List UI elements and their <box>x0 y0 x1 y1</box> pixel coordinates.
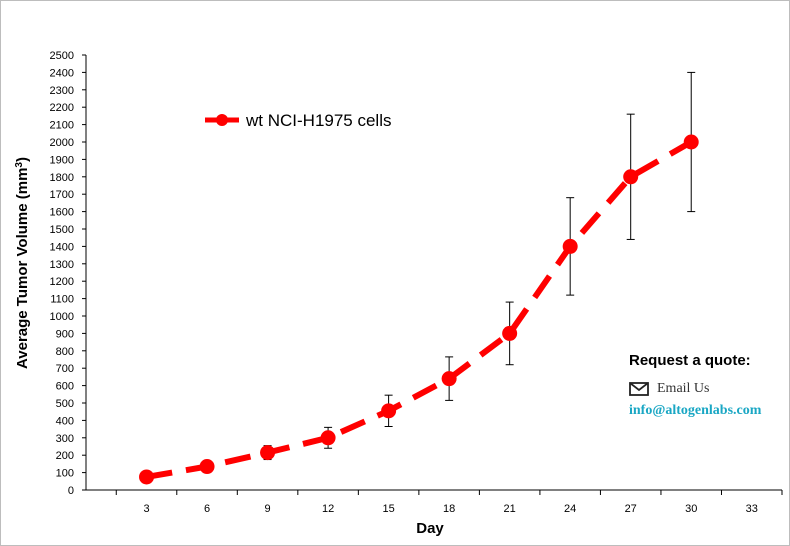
legend: wt NCI-H1975 cells <box>205 111 392 130</box>
x-tick-label: 15 <box>382 503 394 515</box>
y-tick-label: 600 <box>56 381 74 393</box>
y-tick-label: 0 <box>68 485 74 497</box>
x-tick-label: 21 <box>504 503 516 515</box>
y-tick-label: 1100 <box>50 294 74 306</box>
y-tick-label: 2500 <box>50 50 74 62</box>
y-tick-label: 2000 <box>50 137 74 149</box>
y-tick-label: 800 <box>56 346 74 358</box>
data-point <box>441 371 457 387</box>
y-tick-label: 2300 <box>50 85 74 97</box>
y-axis-title-superscript: 3 <box>14 162 25 168</box>
y-tick-label: 2200 <box>50 102 74 114</box>
y-tick-label: 1900 <box>50 154 74 166</box>
data-point <box>381 403 397 419</box>
data-point <box>562 238 578 254</box>
x-tick-label: 3 <box>143 503 149 515</box>
envelope-icon <box>629 382 649 396</box>
y-tick-label: 1700 <box>50 189 74 201</box>
x-tick-label: 30 <box>685 503 697 515</box>
x-tick-label: 9 <box>265 503 271 515</box>
y-axis-title-close: ) <box>14 157 31 162</box>
email-address-link[interactable]: info@altogenlabs.com <box>629 403 762 418</box>
y-tick-label: 700 <box>56 363 74 375</box>
x-tick-label: 24 <box>564 503 576 515</box>
y-tick-label: 1800 <box>50 172 74 184</box>
y-tick-label: 2100 <box>50 120 74 132</box>
y-tick-label: 1400 <box>50 241 74 253</box>
x-tick-label: 18 <box>443 503 455 515</box>
y-tick-label: 1000 <box>50 311 74 323</box>
series-lines <box>146 139 693 480</box>
series-line <box>146 139 693 480</box>
y-tick-label: 900 <box>56 328 74 340</box>
x-axis-ticks: 3 6 9 12 15 18 21 24 27 30 33 <box>115 490 783 515</box>
y-axis-title-main: Average Tumor Volume (mm <box>14 168 31 369</box>
data-point <box>502 325 518 341</box>
data-point <box>139 469 155 485</box>
data-point <box>199 459 215 475</box>
x-tick-label: 33 <box>746 503 758 515</box>
data-point <box>320 430 336 446</box>
axes <box>85 55 782 491</box>
legend-marker <box>216 114 228 126</box>
data-point <box>683 134 699 150</box>
y-tick-label: 500 <box>56 398 74 410</box>
y-axis-ticks: 0 100 200 300 400 500 600 700 800 900 1000 1100 1200… <box>50 50 86 497</box>
legend-entry: wt NCI-H1975 cells <box>245 111 392 130</box>
data-points <box>139 134 699 485</box>
x-tick-label: 27 <box>625 503 637 515</box>
request-quote-title: Request a quote: <box>629 352 751 369</box>
y-tick-label: 400 <box>56 415 74 427</box>
request-quote-panel: Request a quote: Email Us info@altogenla… <box>629 352 789 419</box>
data-point <box>260 445 276 461</box>
y-tick-label: 2400 <box>50 67 74 79</box>
x-axis-title: Day <box>416 520 444 537</box>
x-tick-label: 12 <box>322 503 334 515</box>
y-tick-label: 300 <box>56 433 74 445</box>
data-point <box>623 169 639 185</box>
y-axis-title: Average Tumor Volume (mm3) <box>14 157 32 369</box>
x-tick-label: 6 <box>204 503 210 515</box>
email-us-label: Email Us <box>657 381 710 396</box>
y-tick-label: 1500 <box>50 224 74 236</box>
y-tick-label: 1200 <box>50 276 74 288</box>
y-tick-label: 1600 <box>50 207 74 219</box>
y-tick-label: 100 <box>56 468 74 480</box>
email-us-link[interactable]: Email Us <box>629 381 789 397</box>
y-tick-label: 200 <box>56 450 74 462</box>
y-tick-label: 1300 <box>50 259 74 271</box>
